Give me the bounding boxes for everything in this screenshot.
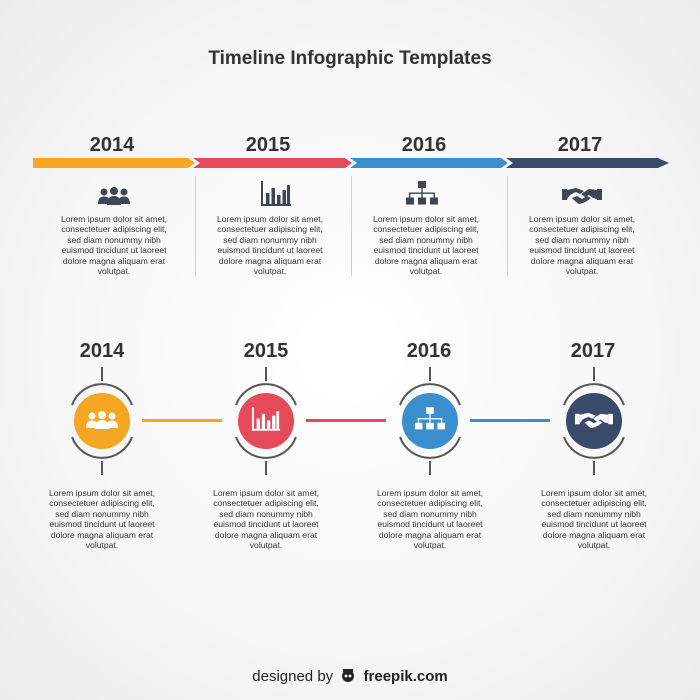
arrow-segment-2017 (506, 158, 669, 168)
t1-description-2015: Lorem ipsum dolor sit amet, consectetuer… (216, 214, 324, 277)
bar-chart-icon (261, 181, 291, 206)
arrow-segment-2015 (193, 158, 352, 168)
t1-description-2017: Lorem ipsum dolor sit amet, consectetuer… (528, 214, 636, 277)
t1-year-2017: 2017 (557, 134, 603, 156)
node-circle-2015 (238, 393, 294, 449)
divider-line (351, 176, 352, 276)
node-ring (235, 367, 297, 475)
divider-line (195, 176, 196, 276)
footer-credit: designed by freepik.com (0, 667, 700, 685)
t1-description-2014: Lorem ipsum dolor sit amet, consectetuer… (60, 214, 168, 277)
bar-chart-icon (251, 407, 281, 431)
t2-year-2016: 2016 (406, 340, 452, 362)
connector-2015-2016 (306, 419, 386, 422)
t2-description-2017: Lorem ipsum dolor sit amet, consectetuer… (540, 488, 648, 551)
t2-description-2016: Lorem ipsum dolor sit amet, consectetuer… (376, 488, 484, 551)
node-ring (71, 367, 133, 475)
page-title: Timeline Infographic Templates (208, 48, 492, 69)
connector-2014-2015 (142, 419, 222, 422)
arrow-band (33, 158, 669, 168)
t2-description-2015: Lorem ipsum dolor sit amet, consectetuer… (212, 488, 320, 551)
node-ring (399, 367, 461, 475)
org-chart-icon (406, 181, 438, 205)
handshake-icon (562, 188, 602, 204)
node-ring (563, 367, 625, 475)
freepik-logo-icon (342, 669, 355, 682)
t2-year-2015: 2015 (243, 340, 289, 362)
org-chart-icon (414, 407, 446, 430)
handshake-icon (575, 412, 613, 429)
people-icon (86, 411, 118, 429)
divider-line (507, 176, 508, 276)
footer-brand[interactable]: freepik.com (363, 668, 448, 685)
arrow-segment-2014 (33, 158, 195, 168)
arrow-segment-2016 (350, 158, 508, 168)
t2-year-2014: 2014 (79, 340, 125, 362)
t1-year-2016: 2016 (401, 134, 447, 156)
footer-prefix: designed by (252, 668, 334, 685)
people-icon (98, 187, 130, 205)
connector-2016-2017 (470, 419, 550, 422)
t1-year-2014: 2014 (89, 134, 135, 156)
t1-description-2016: Lorem ipsum dolor sit amet, consectetuer… (372, 214, 480, 277)
t2-year-2017: 2017 (570, 340, 616, 362)
t1-year-2015: 2015 (245, 134, 291, 156)
t2-description-2014: Lorem ipsum dolor sit amet, consectetuer… (48, 488, 156, 551)
